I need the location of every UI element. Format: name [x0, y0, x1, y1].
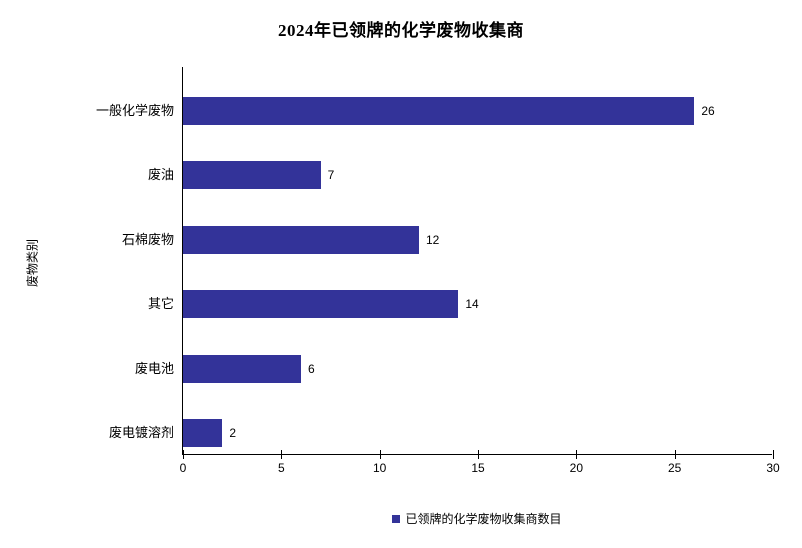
bar-row: 一般化学废物 26 [96, 97, 772, 125]
x-axis-tick-label: 25 [667, 461, 682, 475]
x-axis-tick-label: 15 [471, 461, 485, 475]
bar-row: 废电池 6 [135, 354, 772, 383]
x-axis-tick-label: 20 [569, 461, 584, 475]
bar [183, 225, 419, 254]
value-label: 6 [308, 361, 315, 376]
bar [183, 354, 301, 383]
x-axis-tick [183, 450, 184, 459]
bar-row: 其它 14 [148, 290, 772, 319]
category-label: 石棉废物 [121, 231, 174, 247]
category-label: 一般化学废物 [95, 103, 174, 118]
x-axis-tick [478, 450, 479, 459]
x-axis-tick [379, 450, 381, 459]
chart-title: 2024年已领牌的化学废物收集商 [278, 21, 524, 40]
category-label: 废电镀溶剂 [108, 425, 174, 440]
legend: 已领牌的化学废物收集商数目 [182, 510, 772, 527]
legend-label: 已领牌的化学废物收集商数目 [405, 512, 562, 526]
value-label: 2 [229, 426, 237, 440]
x-axis-tick-label: 10 [372, 461, 387, 475]
bar [183, 97, 695, 125]
legend-swatch-icon [392, 514, 401, 523]
bar [183, 161, 321, 190]
category-label: 废油 [147, 167, 174, 183]
value-label: 12 [426, 232, 440, 247]
value-label: 26 [701, 104, 715, 118]
category-label: 其它 [147, 296, 174, 312]
x-axis-tick-label: 30 [766, 461, 780, 475]
value-label: 14 [465, 297, 479, 312]
x-axis-tick-label: 5 [277, 461, 285, 475]
category-label: 废电池 [134, 360, 174, 376]
x-axis-tick [281, 450, 283, 459]
value-label: 7 [327, 168, 335, 183]
x-axis-tick [674, 450, 676, 459]
x-axis-tick [773, 450, 774, 459]
bar [183, 419, 223, 447]
x-axis-tick-label: 0 [179, 461, 187, 475]
bar [183, 290, 459, 319]
bar-row: 废电镀溶剂 2 [109, 419, 772, 447]
bar-row: 废油 7 [148, 161, 772, 190]
bar-row: 石棉废物 12 [122, 225, 772, 254]
x-axis-tick [576, 450, 578, 459]
plot-area: 一般化学废物 26 废油 7 石棉废物 12 其它 14 废电池 6 废电镀溶剂 2 0 5 10 15 20 2… [96, 67, 780, 475]
